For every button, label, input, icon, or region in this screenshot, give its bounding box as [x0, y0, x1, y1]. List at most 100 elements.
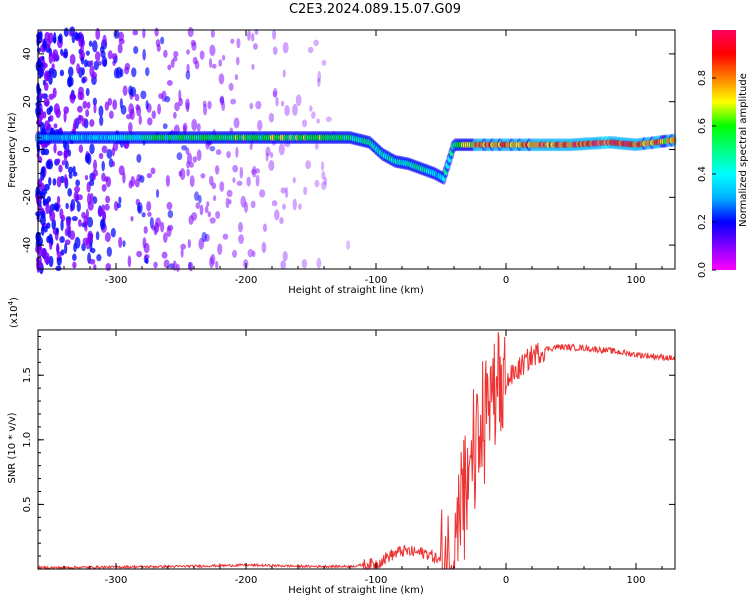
noise-blob — [199, 50, 205, 60]
noise-blob — [221, 54, 226, 61]
noise-blob — [134, 178, 140, 188]
noise-blob — [56, 158, 61, 164]
noise-blob — [316, 257, 322, 269]
colorbar-tick-label: 0.0 — [697, 262, 708, 278]
noise-blob — [182, 122, 188, 132]
noise-blob — [77, 105, 83, 113]
noise-blob — [81, 117, 87, 127]
noise-blob — [189, 175, 195, 188]
noise-blob — [185, 102, 190, 113]
snr-series — [37, 332, 676, 571]
noise-blob — [140, 90, 147, 100]
noise-blob — [105, 262, 112, 272]
noise-blob — [321, 59, 327, 66]
noise-blob — [98, 152, 104, 160]
x-tick-label: -200 — [235, 575, 258, 586]
noise-blob — [104, 203, 110, 211]
noise-blob — [218, 73, 225, 85]
noise-blob — [215, 260, 219, 270]
noise-blob — [246, 176, 251, 187]
colorbar-tick-label: 0.8 — [697, 70, 708, 86]
noise-blob — [93, 60, 99, 71]
noise-blob — [87, 216, 94, 228]
noise-blob — [262, 223, 268, 232]
noise-blob — [89, 119, 95, 127]
noise-blob — [82, 100, 88, 109]
noise-blob — [161, 251, 168, 259]
noise-blob — [76, 201, 81, 212]
noise-blob — [201, 231, 207, 243]
noise-blob — [90, 60, 94, 66]
noise-blob — [74, 185, 81, 193]
noise-blob — [89, 143, 95, 155]
noise-blob — [151, 225, 156, 231]
x-tick-label: -200 — [235, 275, 258, 286]
noise-blob — [284, 104, 290, 117]
noise-blob — [141, 212, 146, 218]
noise-blob — [147, 117, 153, 126]
x-tick-label: -100 — [365, 575, 388, 586]
noise-blob — [187, 26, 194, 38]
noise-blob — [321, 170, 326, 180]
noise-blob — [145, 67, 150, 77]
noise-blob — [88, 40, 93, 47]
noise-blob — [232, 177, 236, 184]
noise-blob — [265, 152, 269, 162]
noise-blob — [320, 161, 325, 171]
chart-title: C2E3.2024.089.15.07.G09 — [288, 2, 462, 17]
noise-blob — [49, 114, 54, 122]
y-tick-label: 20 — [22, 95, 33, 108]
noise-blob — [106, 246, 112, 257]
noise-blob — [282, 42, 289, 54]
noise-blob — [52, 178, 57, 186]
noise-blob — [116, 202, 122, 209]
noise-blob — [187, 238, 192, 249]
noise-blob — [219, 181, 225, 192]
noise-blob — [156, 43, 161, 52]
noise-blob — [145, 99, 149, 110]
noise-blob — [194, 191, 200, 202]
noise-blob — [93, 102, 97, 114]
noise-blob — [81, 67, 85, 76]
noise-blob — [275, 96, 279, 107]
noise-blob — [142, 48, 146, 61]
noise-blob — [53, 123, 58, 129]
x-tick-label: 0 — [503, 275, 509, 286]
noise-blob — [58, 33, 63, 44]
noise-blob — [274, 209, 280, 221]
noise-blob — [180, 243, 187, 250]
noise-blob — [117, 43, 123, 54]
noise-blob — [77, 91, 83, 101]
noise-blob — [144, 253, 150, 260]
noise-blob — [317, 70, 322, 83]
noise-blob — [95, 231, 100, 241]
x-tick-label: 100 — [626, 275, 645, 286]
noise-blob — [68, 225, 72, 233]
noise-blob — [100, 219, 105, 228]
noise-blob — [238, 221, 244, 233]
noise-blob — [95, 28, 101, 40]
noise-blob — [199, 204, 204, 216]
noise-blob — [251, 168, 256, 175]
noise-blob — [167, 210, 174, 219]
noise-blob — [186, 160, 190, 169]
spectrogram-xlabel: Height of straight line (km) — [288, 285, 424, 296]
noise-blob — [272, 29, 277, 40]
noise-blob — [68, 171, 73, 179]
noise-blob — [206, 201, 210, 208]
noise-blob — [278, 143, 285, 156]
noise-blob — [268, 160, 275, 171]
noise-blob — [56, 257, 62, 266]
noise-blob — [70, 198, 76, 211]
noise-blob — [243, 201, 249, 213]
noise-blob — [207, 100, 212, 110]
noise-blob — [163, 259, 170, 269]
x-tick-label: -300 — [105, 575, 128, 586]
noise-blob — [128, 122, 133, 134]
noise-blob — [41, 188, 48, 195]
noise-blob — [311, 111, 316, 119]
noise-blob — [40, 166, 46, 175]
